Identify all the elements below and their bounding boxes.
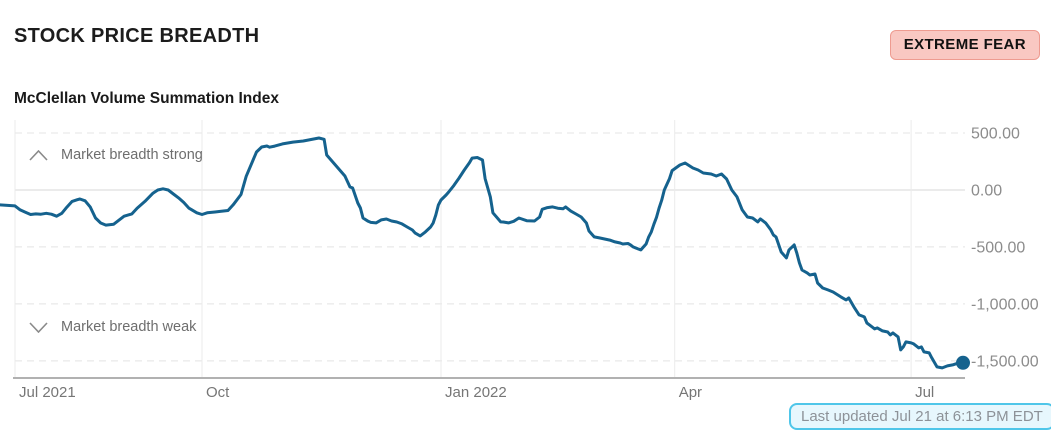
y-tick-label: -500.00 (971, 239, 1025, 256)
last-point-marker[interactable] (956, 355, 970, 370)
x-tick-label: Jan 2022 (445, 384, 507, 401)
annotation-label: Market breadth strong (61, 147, 203, 163)
chart-title: McClellan Volume Summation Index (14, 90, 279, 107)
annotation-market-breadth-strong: Market breadth strong (29, 147, 203, 163)
page-title: STOCK PRICE BREADTH (14, 25, 260, 47)
y-tick-label: -1,500.00 (971, 353, 1039, 370)
y-tick-label: 0.00 (971, 183, 1002, 200)
last-updated-badge: Last updated Jul 21 at 6:13 PM EDT (789, 403, 1051, 430)
status-badge: EXTREME FEAR (889, 30, 1040, 60)
x-tick-label: Jul 2021 (19, 384, 76, 401)
series-line[interactable] (0, 136, 965, 370)
x-tick-label: Apr (679, 384, 702, 401)
y-tick-label: -1,000.00 (971, 296, 1039, 313)
chevron-up-icon (29, 149, 48, 161)
chevron-down-icon (29, 321, 48, 333)
x-tick-label: Oct (206, 384, 230, 401)
x-tick-label: Jul (915, 384, 934, 401)
y-tick-label: 500.00 (971, 126, 1020, 143)
annotation-market-breadth-weak: Market breadth weak (29, 319, 196, 335)
annotation-label: Market breadth weak (61, 319, 197, 335)
